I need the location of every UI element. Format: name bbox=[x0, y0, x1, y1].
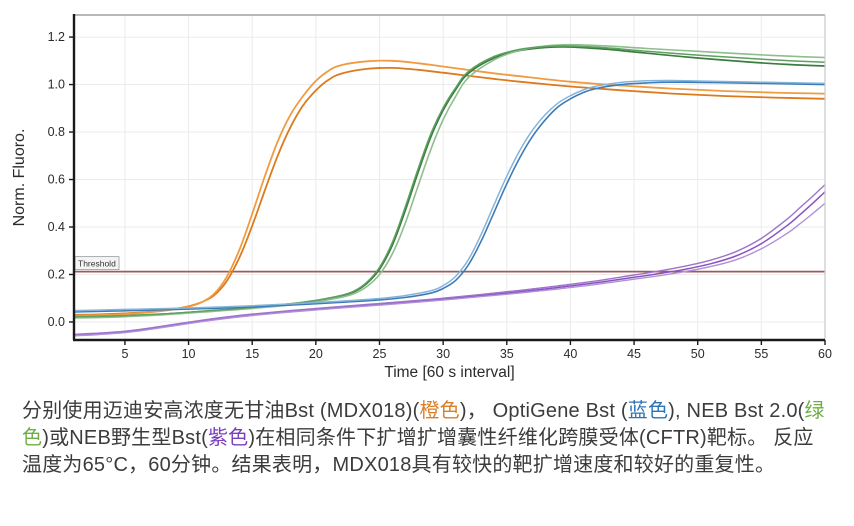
x-tick-label: 40 bbox=[563, 347, 577, 361]
series-optigene-bst-rep1-blue-dark- bbox=[74, 81, 825, 313]
y-tick-label: 0.2 bbox=[48, 267, 65, 281]
x-tick-label: 20 bbox=[309, 347, 323, 361]
x-tick-label: 10 bbox=[182, 347, 196, 361]
x-axis-title: Time [60 s interval] bbox=[384, 364, 514, 381]
series-neb-wild-type-bst-rep3-purple-mid- bbox=[74, 184, 825, 335]
x-tick-label: 35 bbox=[500, 347, 514, 361]
y-tick-label: 0.6 bbox=[48, 173, 65, 187]
threshold-label: Threshold bbox=[78, 259, 116, 269]
x-tick-label: 55 bbox=[754, 347, 768, 361]
amplification-chart-svg: Threshold 5 10 15 20 25 30 35 40 45 50 55 60 0.0 0.2 0.… bbox=[11, 14, 832, 381]
x-tick-label: 60 bbox=[818, 347, 832, 361]
y-axis-title: Norm. Fluoro. bbox=[11, 129, 28, 227]
caption-text: 分别使用迈迪安高浓度无甘油Bst (MDX018)( bbox=[22, 400, 420, 422]
x-tick-label: 45 bbox=[627, 347, 641, 361]
x-tick-label: 15 bbox=[245, 347, 259, 361]
y-tick-label: 0.0 bbox=[48, 315, 65, 329]
series-neb-wild-type-bst-rep2-purple-light- bbox=[74, 202, 825, 337]
caption-text: )， OptiGene Bst ( bbox=[459, 400, 628, 422]
caption-text: )在相同条件下扩增扩增囊性纤维化跨膜受体(CFTR)靶标。 反应温度为65°C，… bbox=[22, 427, 814, 476]
plot-area bbox=[74, 15, 825, 340]
series-optigene-bst-rep2-blue-light- bbox=[74, 79, 825, 312]
amplification-chart: Threshold 5 10 15 20 25 30 35 40 45 50 55 60 0.0 0.2 0.… bbox=[11, 14, 832, 381]
caption-text: )或NEB野生型Bst( bbox=[42, 427, 208, 449]
x-tick-label: 5 bbox=[121, 347, 128, 361]
y-tick-label: 1.2 bbox=[48, 30, 65, 44]
y-tick-label: 1.0 bbox=[48, 78, 65, 92]
y-tick-label: 0.8 bbox=[48, 125, 65, 139]
series-group bbox=[74, 43, 825, 337]
caption-color-term: 紫色 bbox=[207, 427, 249, 449]
caption-color-term: 绿色 bbox=[22, 400, 825, 449]
series-mdx018-bst-rep2-orange-light- bbox=[74, 59, 825, 317]
x-tick-label: 25 bbox=[373, 347, 387, 361]
caption-color-term: 橙色 bbox=[419, 400, 460, 422]
caption-color-term: 蓝色 bbox=[627, 400, 669, 422]
figure-caption: 分别使用迈迪安高浓度无甘油Bst (MDX018)(橙色)， OptiGene … bbox=[22, 398, 828, 479]
x-tick-label: 50 bbox=[691, 347, 705, 361]
caption-text: ), NEB Bst 2.0( bbox=[668, 400, 805, 422]
x-tick-label: 30 bbox=[436, 347, 450, 361]
y-tick-label: 0.4 bbox=[48, 220, 65, 234]
